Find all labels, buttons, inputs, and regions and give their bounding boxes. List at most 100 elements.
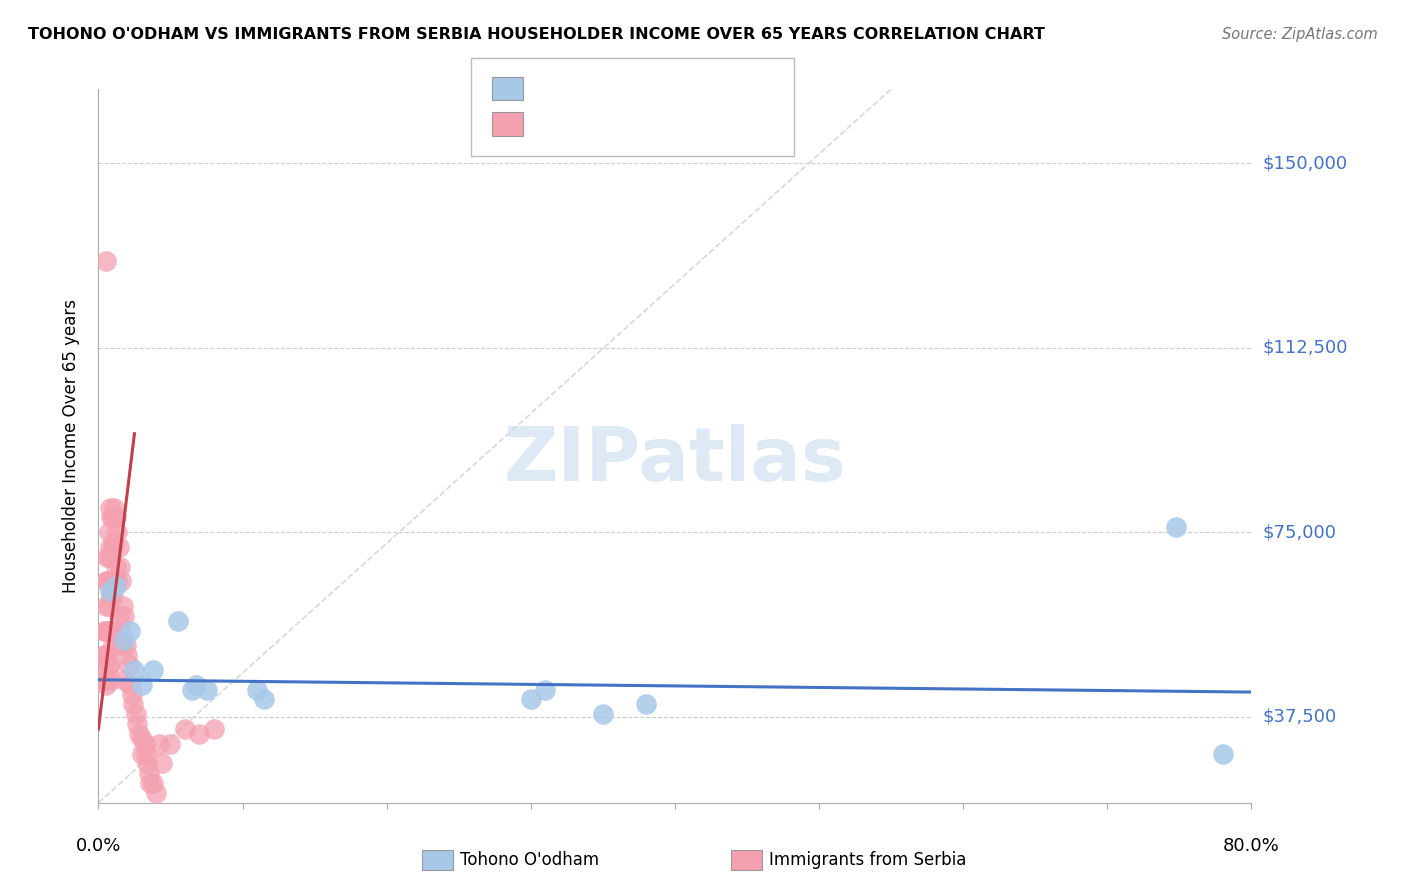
Point	[97, 525, 120, 540]
Text: Immigrants from Serbia: Immigrants from Serbia	[769, 851, 966, 869]
Point	[98, 574, 121, 589]
Point	[93, 673, 115, 687]
Point	[105, 525, 128, 540]
Y-axis label: Householder Income Over 65 years: Householder Income Over 65 years	[62, 299, 80, 593]
Point	[131, 678, 153, 692]
Text: 0.0%: 0.0%	[76, 838, 121, 855]
Point	[120, 678, 142, 692]
Point	[98, 584, 121, 599]
Point	[98, 540, 121, 554]
Point	[101, 510, 124, 524]
Text: $150,000: $150,000	[1263, 154, 1347, 172]
Point	[138, 766, 160, 780]
Point	[117, 648, 138, 662]
Point	[174, 722, 197, 736]
Point	[100, 673, 122, 687]
Point	[135, 747, 157, 761]
Point	[125, 707, 148, 722]
Point	[246, 682, 269, 697]
Point	[100, 624, 122, 638]
Point	[93, 624, 115, 638]
Point	[94, 624, 117, 638]
Text: ZIPatlas: ZIPatlas	[503, 424, 846, 497]
Point	[112, 608, 135, 623]
Point	[592, 707, 614, 722]
Point	[127, 717, 149, 731]
Point	[94, 599, 117, 613]
Point	[107, 608, 129, 623]
Point	[534, 682, 557, 697]
Point	[142, 663, 165, 677]
Text: $75,000: $75,000	[1263, 523, 1337, 541]
Point	[94, 574, 117, 589]
Point	[110, 638, 132, 652]
Text: Tohono O'odham: Tohono O'odham	[460, 851, 599, 869]
Point	[100, 549, 122, 564]
Point	[195, 682, 218, 697]
Text: TOHONO O'ODHAM VS IMMIGRANTS FROM SERBIA HOUSEHOLDER INCOME OVER 65 YEARS CORREL: TOHONO O'ODHAM VS IMMIGRANTS FROM SERBIA…	[28, 27, 1045, 42]
Text: $112,500: $112,500	[1263, 339, 1348, 357]
Point	[94, 678, 117, 692]
Point	[96, 549, 118, 564]
Point	[96, 673, 118, 687]
Point	[101, 589, 124, 603]
Point	[98, 500, 121, 515]
Point	[101, 540, 124, 554]
Point	[181, 682, 204, 697]
Point	[97, 599, 120, 613]
Point	[121, 688, 143, 702]
Point	[96, 574, 118, 589]
Point	[97, 549, 120, 564]
Text: $37,500: $37,500	[1263, 707, 1337, 726]
Point	[128, 727, 150, 741]
Point	[97, 624, 120, 638]
Point	[97, 658, 120, 673]
Point	[93, 648, 115, 662]
Point	[98, 624, 121, 638]
Point	[159, 737, 181, 751]
Point	[186, 678, 208, 692]
Point	[253, 692, 276, 706]
Point	[111, 599, 134, 613]
Point	[110, 574, 132, 589]
Point	[98, 658, 121, 673]
Point	[103, 574, 125, 589]
Point	[114, 638, 136, 652]
Point	[104, 510, 127, 524]
Point	[104, 579, 127, 593]
Point	[131, 747, 153, 761]
Text: R =  0.247  N = 75: R = 0.247 N = 75	[531, 114, 689, 132]
Point	[118, 658, 141, 673]
Point	[1212, 747, 1234, 761]
Point	[103, 500, 125, 515]
Point	[145, 786, 167, 800]
Point	[134, 737, 156, 751]
Point	[150, 756, 173, 771]
Point	[120, 624, 142, 638]
Point	[166, 614, 188, 628]
Point	[108, 624, 131, 638]
Point	[142, 776, 165, 790]
Point	[96, 648, 118, 662]
Point	[91, 658, 114, 673]
Point	[202, 722, 225, 736]
Point	[122, 698, 145, 712]
Point	[124, 663, 146, 677]
Point	[112, 673, 135, 687]
Point	[139, 776, 162, 790]
Point	[96, 624, 118, 638]
Point	[520, 692, 543, 706]
Text: R = -0.090  N = 19: R = -0.090 N = 19	[531, 78, 689, 96]
Point	[104, 624, 127, 638]
Point	[103, 535, 125, 549]
Point	[636, 698, 658, 712]
Text: Source: ZipAtlas.com: Source: ZipAtlas.com	[1222, 27, 1378, 42]
Point	[104, 559, 127, 574]
Point	[136, 756, 159, 771]
Point	[105, 574, 128, 589]
Point	[101, 638, 124, 652]
Point	[1166, 520, 1188, 534]
Point	[131, 731, 153, 746]
Point	[107, 540, 129, 554]
Point	[108, 559, 131, 574]
